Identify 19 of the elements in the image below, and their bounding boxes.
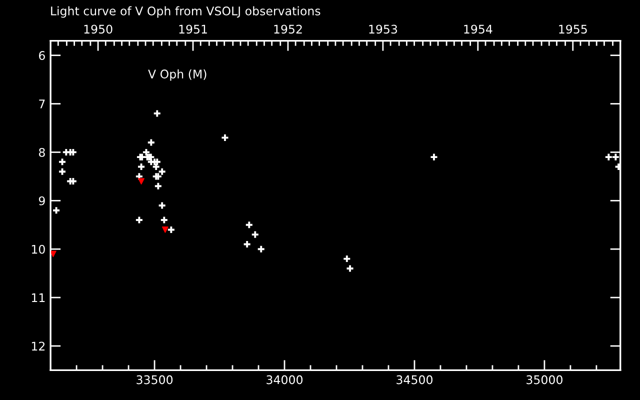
x-tick-label: 33500 (136, 375, 173, 384)
x2-tick-label: 1950 (84, 24, 112, 34)
y-tick-label: 12 (32, 342, 45, 350)
x2-tick-label: 1953 (369, 24, 398, 34)
y-tick-label: 10 (32, 244, 45, 254)
y-tick-label: 8 (38, 148, 45, 157)
y-tick-label: 7 (39, 100, 45, 108)
x2-tick-label: 1951 (179, 24, 207, 34)
annotation: V Oph (M) (148, 69, 206, 81)
x2-tick-label: 1955 (559, 24, 587, 34)
x2-tick-label: 1954 (464, 24, 492, 34)
x-tick-label: 34000 (266, 375, 302, 384)
x-tick-label: 34500 (396, 375, 432, 384)
chart-title: Light curve of V Oph from VSOLJ observations (51, 6, 320, 18)
x-tick-label: 35000 (526, 375, 562, 384)
x2-tick-label: 1952 (274, 24, 302, 34)
y-tick-label: 6 (39, 51, 45, 60)
y-tick-label: 9 (38, 196, 45, 206)
y-tick-label: 11 (32, 293, 45, 302)
